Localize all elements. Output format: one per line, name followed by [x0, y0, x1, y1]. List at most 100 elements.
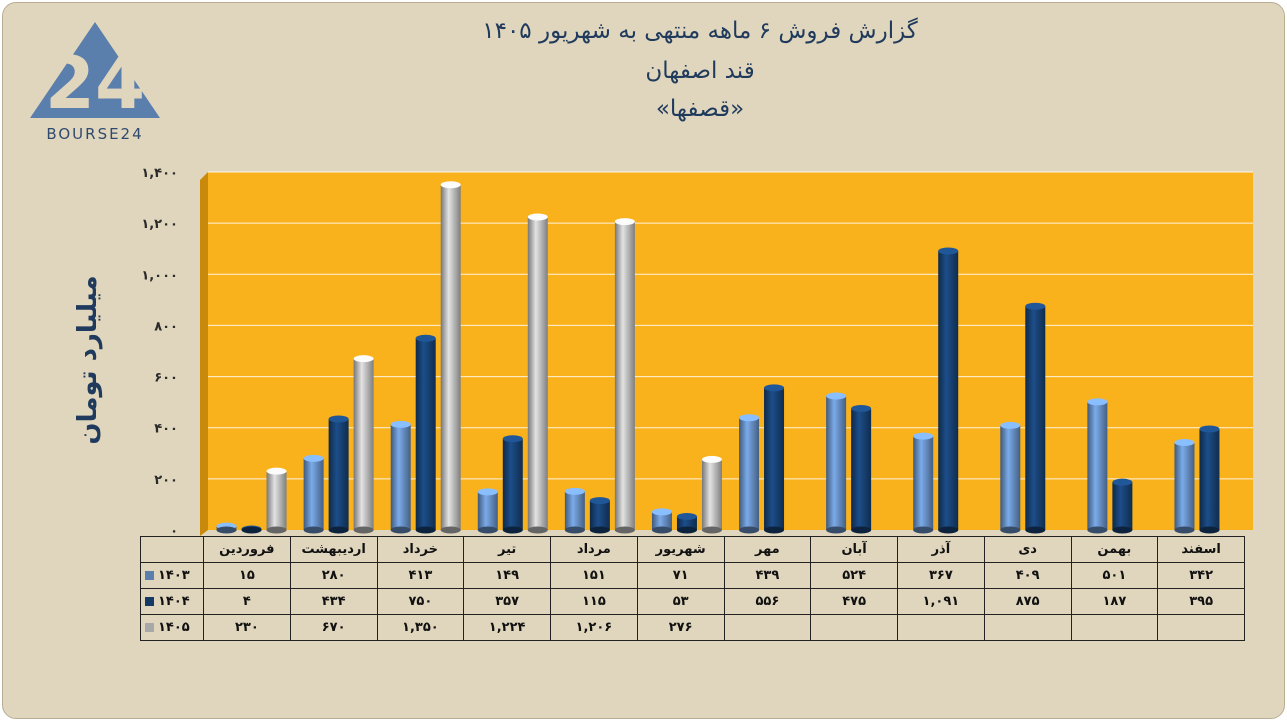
bar-base	[216, 526, 237, 534]
bar-base	[1000, 526, 1021, 534]
data-label: ۲۷۶	[636, 614, 725, 641]
bar-base	[614, 526, 635, 534]
data-label: ۷۱	[636, 562, 725, 589]
data-label: ۲۳۰	[203, 614, 291, 641]
data-label: ۳۶۷	[897, 562, 985, 589]
data-label	[983, 614, 1072, 641]
bar	[303, 458, 324, 530]
data-label: ۳۹۵	[1157, 588, 1245, 615]
bar-top	[502, 435, 523, 443]
x-tick-label: خرداد	[376, 536, 465, 563]
bar-top	[328, 415, 349, 423]
x-tick-label: اسفند	[1157, 536, 1245, 563]
plot-area	[208, 172, 1253, 530]
bar-top	[851, 405, 872, 413]
bar	[1025, 306, 1046, 530]
bar	[701, 459, 722, 530]
data-label: ۸۷۵	[983, 588, 1072, 615]
data-label: ۳۵۷	[463, 588, 551, 615]
y-tick-label: ۰	[170, 524, 178, 539]
data-label: ۵۰۱	[1070, 562, 1159, 589]
bar-top	[1112, 478, 1133, 486]
bar-top	[477, 488, 498, 496]
bar-top	[739, 414, 760, 422]
bar	[764, 387, 785, 530]
table-row: ۱۴۰۵ ۲۳۰ ۶۷۰ ۱,۳۵۰ ۱,۲۲۴ ۱,۲۰۶ ۲۷۶	[140, 614, 1245, 641]
data-table: فروردین اردیبهشت خرداد تیر مرداد شهریور مهر آبا…	[140, 536, 1245, 641]
bar-top	[390, 420, 411, 428]
bar-top	[589, 497, 610, 505]
legend-swatch	[145, 623, 154, 632]
bar-top	[303, 454, 324, 462]
data-label: ۱۵	[203, 562, 291, 589]
chart-subtitle-symbol: «قصفها»	[655, 96, 745, 122]
bar-top	[1025, 302, 1046, 310]
bar-top	[1000, 421, 1021, 429]
bar-base	[589, 526, 610, 534]
table-corner-cell	[140, 536, 204, 563]
bar-base	[676, 526, 697, 534]
legend-entry: ۱۴۰۳	[140, 562, 204, 589]
bar	[1000, 425, 1021, 530]
bar-base	[938, 526, 959, 534]
y-tick-label: ۱,۰۰۰	[141, 268, 178, 283]
y-tick-label: ۸۰۰	[154, 319, 178, 334]
bar	[826, 396, 847, 530]
bar-base	[1199, 526, 1220, 534]
bar	[390, 424, 411, 530]
bar	[739, 417, 760, 530]
bar-base	[1112, 526, 1133, 534]
bar	[266, 471, 287, 530]
data-label: ۳۴۲	[1157, 562, 1245, 589]
bar-base	[851, 526, 872, 534]
x-tick-label: شهریور	[636, 536, 725, 563]
bar-base	[739, 526, 760, 534]
data-label: ۲۸۰	[289, 562, 378, 589]
bar-top	[564, 487, 585, 495]
x-tick-label: تیر	[463, 536, 551, 563]
bar-base	[826, 526, 847, 534]
bar-base	[564, 526, 585, 534]
bar-base	[353, 526, 374, 534]
bar	[1174, 442, 1195, 530]
bar-top	[614, 218, 635, 226]
data-label	[723, 614, 812, 641]
bar	[938, 251, 959, 530]
legend-swatch	[145, 571, 154, 580]
bar	[1199, 428, 1220, 530]
x-tick-label: دی	[983, 536, 1072, 563]
data-label: ۱,۰۹۱	[897, 588, 985, 615]
bar	[415, 338, 436, 530]
data-label	[1157, 614, 1245, 641]
bar	[589, 500, 610, 530]
legend-entry: ۱۴۰۵	[140, 614, 204, 641]
bar-top	[353, 355, 374, 363]
data-label: ۵۳	[636, 588, 725, 615]
data-label	[1070, 614, 1159, 641]
legend-label: ۱۴۰۴	[158, 594, 190, 609]
bar	[1087, 401, 1108, 530]
data-label: ۴۱۳	[376, 562, 465, 589]
bar-top	[701, 455, 722, 463]
bar	[477, 491, 498, 530]
legend-entry: ۱۴۰۴	[140, 588, 204, 615]
data-label	[810, 614, 898, 641]
data-label	[897, 614, 985, 641]
bar-base	[390, 526, 411, 534]
logo-wordmark: BOURSE24	[46, 125, 144, 143]
x-tick-label: فروردین	[203, 536, 291, 563]
x-tick-label: اردیبهشت	[289, 536, 378, 563]
bar	[651, 511, 672, 530]
data-label: ۵۵۶	[723, 588, 812, 615]
bar-base	[303, 526, 324, 534]
bourse24-logo: 24	[30, 22, 160, 125]
bar-top	[266, 467, 287, 475]
table-header-row: فروردین اردیبهشت خرداد تیر مرداد شهریور مهر آبا…	[140, 536, 1245, 563]
bar-top	[415, 334, 436, 342]
x-tick-label: مهر	[723, 536, 812, 563]
bar-top	[826, 392, 847, 400]
y-tick-label: ۲۰۰	[154, 473, 178, 488]
bar-top	[527, 213, 548, 221]
table-row: ۱۴۰۴ ۴ ۴۳۴ ۷۵۰ ۳۵۷ ۱۱۵ ۵۳ ۵۵۶ ۴۷۵ ۱,۰۹۱ ۸۷۵ ۱۸۷ ۳۹۵	[140, 588, 1245, 615]
